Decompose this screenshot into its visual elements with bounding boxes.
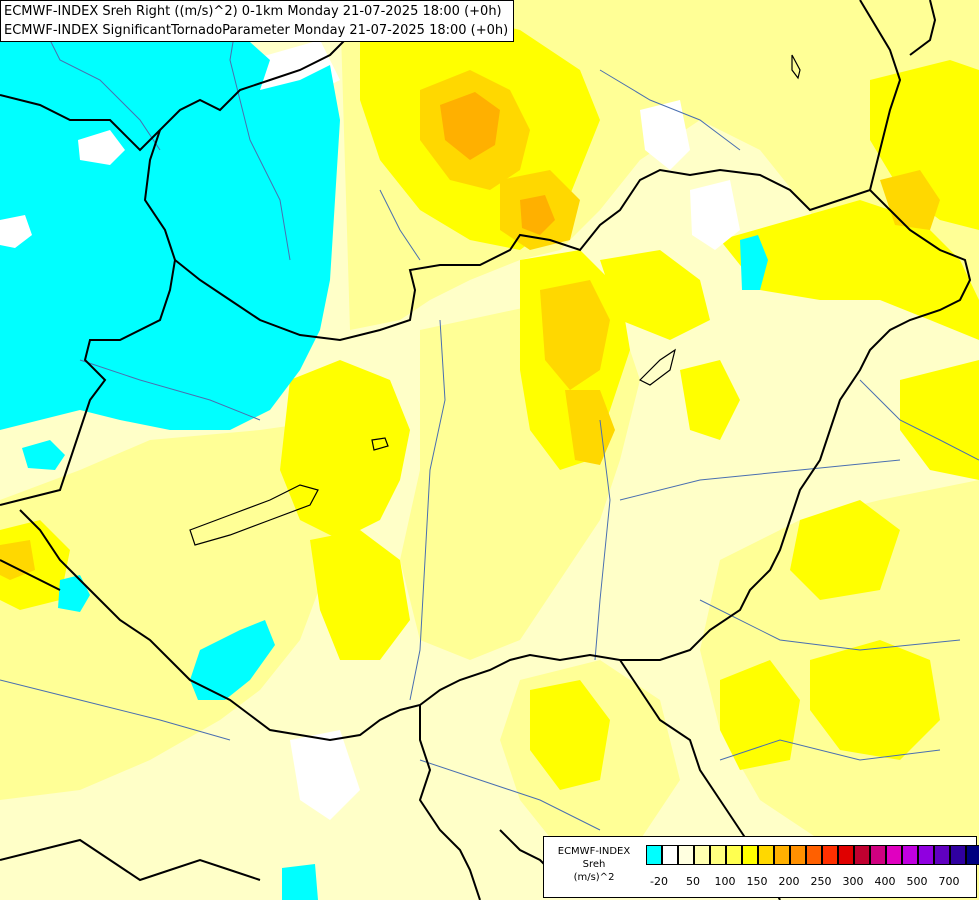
legend-unit: (m/s)^2: [573, 872, 615, 883]
legend-ticks: -20 50 100 150 200 250 300 400 500 700: [646, 875, 976, 889]
legend-swatch: [966, 845, 979, 865]
legend-swatch: [774, 845, 790, 865]
legend-tick-label: 700: [938, 875, 960, 888]
legend-swatches: [646, 845, 979, 867]
legend-swatch: [806, 845, 822, 865]
legend-model: ECMWF-INDEX: [557, 846, 631, 857]
legend-swatch: [742, 845, 758, 865]
rivers: [0, 0, 979, 831]
legend-tick-label: 400: [874, 875, 896, 888]
legend-swatch: [838, 845, 854, 865]
map-title-box: ECMWF-INDEX Sreh Right ((m/s)^2) 0-1km M…: [0, 0, 514, 42]
legend-tick-label: -20: [650, 875, 668, 888]
legend-swatch: [902, 845, 918, 865]
legend-swatch: [934, 845, 950, 865]
legend-swatch: [854, 845, 870, 865]
legend-tick-label: 300: [842, 875, 864, 888]
title-line-srh: ECMWF-INDEX Sreh Right ((m/s)^2) 0-1km M…: [4, 4, 502, 19]
legend-tick-label: 150: [746, 875, 768, 888]
legend-tick-label: 200: [778, 875, 800, 888]
legend-swatch: [886, 845, 902, 865]
legend-tick-label: 50: [686, 875, 700, 888]
legend-swatch: [822, 845, 838, 865]
legend-param: Sreh: [582, 859, 606, 870]
white-holes: [0, 130, 125, 248]
legend-swatch: [918, 845, 934, 865]
legend-tick-label: 100: [714, 875, 736, 888]
title-line-stp: ECMWF-INDEX SignificantTornadoParameter …: [4, 23, 509, 38]
legend-swatch: [790, 845, 806, 865]
legend-swatch: [950, 845, 966, 865]
lakes: [189, 54, 801, 546]
legend-label: ECMWF-INDEX Sreh (m/s)^2: [546, 845, 642, 884]
legend-tick-label: 250: [810, 875, 832, 888]
legend-swatch: [710, 845, 726, 865]
legend-swatch: [726, 845, 742, 865]
legend-swatch: [870, 845, 886, 865]
legend-swatch: [662, 845, 678, 865]
color-legend: ECMWF-INDEX Sreh (m/s)^2 -20 50 100 150 200 2…: [543, 836, 979, 898]
legend-swatch: [646, 845, 662, 865]
legend-swatch: [758, 845, 774, 865]
legend-swatch: [694, 845, 710, 865]
legend-swatch: [678, 845, 694, 865]
legend-tick-label: 500: [906, 875, 928, 888]
orange-areas: [440, 92, 555, 235]
